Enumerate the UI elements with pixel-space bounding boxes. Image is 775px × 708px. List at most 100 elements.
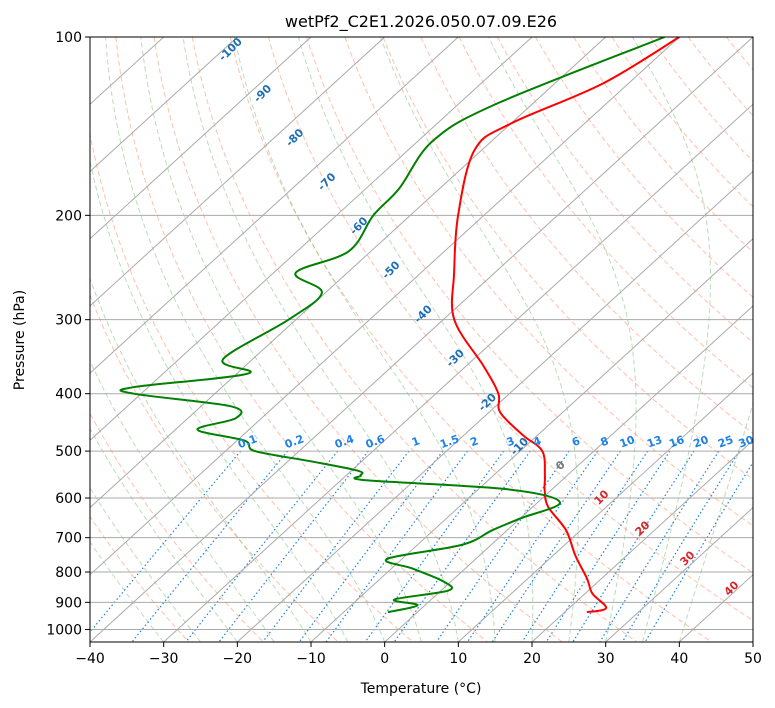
y-tick-label: 200 [55, 208, 82, 224]
moist-adiabat-line [140, 37, 422, 642]
isotherm-line [163, 103, 753, 642]
isotherm-line [310, 237, 753, 642]
isotherm-line [90, 37, 533, 442]
dry-adiabat-label: 20 [633, 518, 653, 538]
x-tick-label: 10 [449, 651, 467, 667]
dry-adiabat-line [496, 37, 753, 344]
mixing-ratio-label: 3 [505, 434, 517, 449]
dry-adiabat-line [153, 37, 563, 642]
grid [90, 37, 753, 642]
dry-adiabat-line [765, 37, 775, 642]
dry-adiabat-line [687, 37, 753, 117]
y-tick-label: 600 [55, 491, 82, 507]
moist-adiabat-line [233, 37, 496, 642]
isotherm-line [90, 37, 753, 642]
isotherm-line [236, 170, 753, 642]
y-tick-label: 1000 [46, 622, 82, 638]
mixing-ratio-line [599, 450, 720, 642]
moist-adiabat-line [90, 277, 312, 642]
profiles [119, 37, 680, 614]
mixing-ratio-label: 6 [570, 434, 582, 449]
plot-frame [89, 36, 754, 643]
x-tick-label: −10 [296, 651, 326, 667]
moist-adiabat-line [90, 486, 201, 642]
mixing-ratio-label: 30 [737, 433, 756, 451]
mixing-ratio-label: 0.1 [236, 432, 259, 451]
mixing-ratio-label: 13 [645, 433, 664, 450]
x-tick-label: −30 [149, 651, 179, 667]
moist-adiabat-line [380, 37, 579, 642]
mixing-ratio-label: 20 [692, 433, 711, 451]
chart-title: wetPf2_C2E1.2026.050.07.09.E26 [285, 12, 557, 32]
dry-adiabat-label: -80 [283, 126, 306, 149]
dry-adiabat-line [344, 37, 753, 527]
isotherm-line [90, 37, 607, 509]
x-tick-label: 30 [597, 651, 615, 667]
dry-adiabat-label: -90 [251, 82, 274, 105]
mixing-ratio-label: 36 [757, 433, 775, 451]
isotherm-line [605, 506, 753, 642]
mixing-ratio-label: 0.4 [333, 432, 356, 451]
dry-adiabat-label: 40 [722, 578, 742, 598]
mixing-ratio-label: 0.6 [364, 432, 387, 451]
moist-adiabat-line [90, 359, 275, 642]
temperature-profile [450, 37, 680, 614]
dewpoint-profile [119, 37, 665, 614]
mixing-ratio-line [521, 450, 649, 642]
y-tick-label: 400 [55, 387, 82, 403]
x-tick-label: 0 [380, 651, 389, 667]
mixing-ratio-line [621, 450, 740, 642]
mixing-ratio-label: 2 [469, 434, 481, 449]
mixing-ratio-line [545, 450, 671, 642]
y-tick-label: 700 [55, 531, 82, 547]
dry-adiabat-line [90, 131, 414, 642]
isotherm-line [384, 305, 753, 642]
y-tick-label: 300 [55, 313, 82, 329]
dry-adiabat-line [90, 293, 339, 642]
isotherm-line [752, 641, 753, 642]
dry-adiabat-label: -70 [315, 170, 338, 193]
dry-adiabat-label: 0 [553, 458, 568, 473]
x-tick-label: 50 [744, 651, 762, 667]
mixing-ratio-line [466, 450, 599, 642]
dry-adiabat-line [382, 37, 753, 481]
dry-adiabat-line [229, 37, 712, 642]
dry-adiabat-line [726, 37, 753, 71]
moist-adiabat-line [105, 37, 386, 642]
dry-adiabat-line [115, 37, 488, 642]
moist-adiabat-line [632, 37, 711, 642]
y-tick-label: 800 [55, 565, 82, 581]
x-tick-label: −40 [75, 651, 105, 667]
mixing-ratio-line [185, 450, 339, 642]
mixing-ratio-line [393, 450, 531, 642]
dry-adiabat-line [268, 37, 753, 622]
moist-adiabat-line [297, 37, 534, 642]
mixing-ratio-label: 1.5 [438, 432, 461, 451]
mixing-ratio-line [572, 450, 695, 642]
mixing-ratio-line [262, 450, 410, 642]
dry-adiabat-line [90, 515, 190, 642]
x-axis: −40 −30 −20 −10 0 10 20 30 40 50 [75, 642, 762, 667]
mixing-ratio-label: 4 [531, 434, 543, 449]
moist-adiabat-line [90, 427, 238, 642]
plot-area: -100-90-80-70-60-50-40-30-20-10010203040… [90, 37, 775, 642]
dry-adiabat-label: -60 [347, 214, 370, 237]
mixing-ratio-label: 25 [716, 433, 735, 450]
x-tick-label: 40 [670, 651, 688, 667]
isotherm-line [90, 37, 459, 374]
mixing-ratio-line [218, 450, 369, 642]
y-tick-label: 100 [55, 30, 82, 46]
mixing-ratio-label: 1 [410, 434, 422, 449]
isotherm-line [90, 37, 312, 240]
mixing-ratio-line [298, 450, 444, 642]
dry-adiabat-line [649, 37, 753, 163]
isoline-labels: -100-90-80-70-60-50-40-30-20-10010203040… [216, 37, 775, 599]
moist-adiabat-line [182, 37, 459, 642]
y-axis-title: Pressure (hPa) [12, 290, 28, 390]
mixing-ratio-line [364, 450, 505, 642]
mixing-ratio-label: 8 [599, 434, 611, 449]
isotherm-line [531, 439, 753, 642]
isotherm-line [90, 37, 238, 173]
mixing-ratio-label: 10 [618, 433, 637, 451]
